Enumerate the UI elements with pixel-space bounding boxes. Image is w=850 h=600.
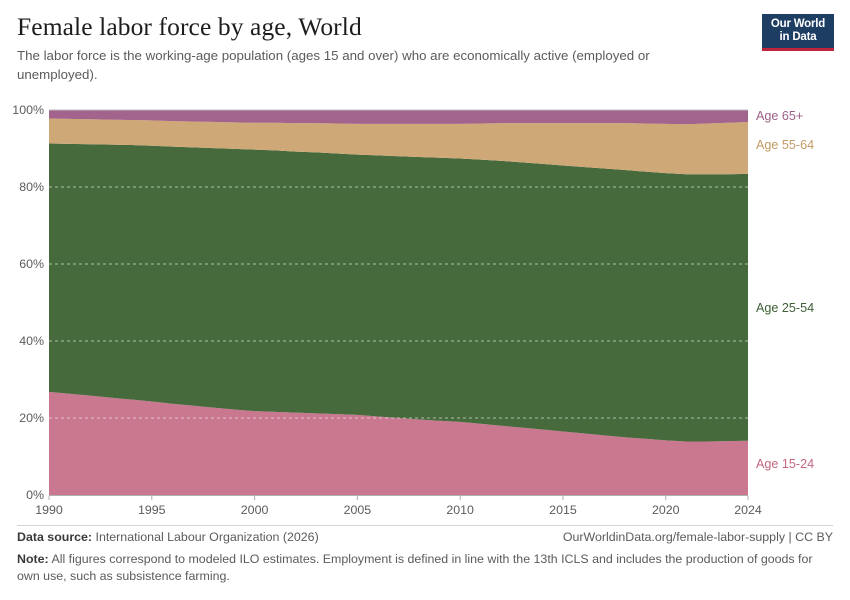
series-legend-inline: Age 65+ Age 55-64 Age 25-54 Age 15-24 xyxy=(0,100,850,525)
x-axis: 1990 1995 2000 2005 2010 2015 2020 2024 xyxy=(0,100,850,525)
note-value: All figures correspond to modeled ILO es… xyxy=(17,552,813,583)
logo-line-2: in Data xyxy=(779,30,817,43)
series-label-age-25-54[interactable]: Age 25-54 xyxy=(756,301,815,316)
x-tick-label-1990: 1990 xyxy=(35,503,63,517)
footer-source-row: Data source: International Labour Organi… xyxy=(17,529,833,546)
y-tick-label-80: 80% xyxy=(19,180,44,194)
source-url[interactable]: OurWorldinData.org/female-labor-supply |… xyxy=(562,530,833,544)
series-label-age-55-64[interactable]: Age 55-64 xyxy=(756,137,815,152)
chart-header: Female labor force by age, World The lab… xyxy=(17,12,747,84)
x-tick-label-2015: 2015 xyxy=(549,503,577,517)
footer-note: Note: All figures correspond to modeled … xyxy=(17,551,833,585)
x-tick-label-2020: 2020 xyxy=(651,503,680,517)
y-tick-label-0: 0% xyxy=(26,488,44,502)
area-series-age-25-54[interactable] xyxy=(49,143,748,442)
x-tick-label-2005: 2005 xyxy=(343,503,372,517)
area-series-age-65[interactable] xyxy=(49,110,748,125)
y-tick-label-40: 40% xyxy=(19,334,44,348)
page-title: Female labor force by age, World xyxy=(17,12,362,41)
y-tick-label-20: 20% xyxy=(19,411,44,425)
owid-logo[interactable]: Our World in Data xyxy=(762,14,834,51)
x-tick-label-1995: 1995 xyxy=(137,503,166,517)
logo-line-1: Our World xyxy=(770,18,826,30)
x-tick-label-2000: 2000 xyxy=(240,503,269,517)
series-label-age-65[interactable]: Age 65+ xyxy=(756,109,804,124)
data-source: Data source: International Labour Organi… xyxy=(17,529,319,546)
y-tick-label-60: 60% xyxy=(19,257,44,271)
y-axis: 0% 20% 40% 60% 80% 100% xyxy=(0,100,44,525)
data-source-label: Data source: xyxy=(17,530,93,544)
stacked-area-svg xyxy=(48,109,749,500)
footer-divider xyxy=(17,525,833,526)
area-series-age-55-64[interactable] xyxy=(49,118,748,175)
x-tick-label-2024: 2024 xyxy=(734,503,762,517)
chart-subtitle: The labor force is the working-age popul… xyxy=(17,48,650,82)
chart-footer: Data source: International Labour Organi… xyxy=(17,529,833,585)
note-label: Note: xyxy=(17,552,49,566)
data-source-value: International Labour Organization (2026) xyxy=(95,530,319,544)
y-tick-label-100: 100% xyxy=(12,103,44,117)
series-label-age-15-24[interactable]: Age 15-24 xyxy=(756,457,815,472)
chart-plot-area[interactable]: 0% 20% 40% 60% 80% 100% 1990 1995 2000 2005 2010 2… xyxy=(0,100,850,525)
x-tick-label-2010: 2010 xyxy=(446,503,474,517)
